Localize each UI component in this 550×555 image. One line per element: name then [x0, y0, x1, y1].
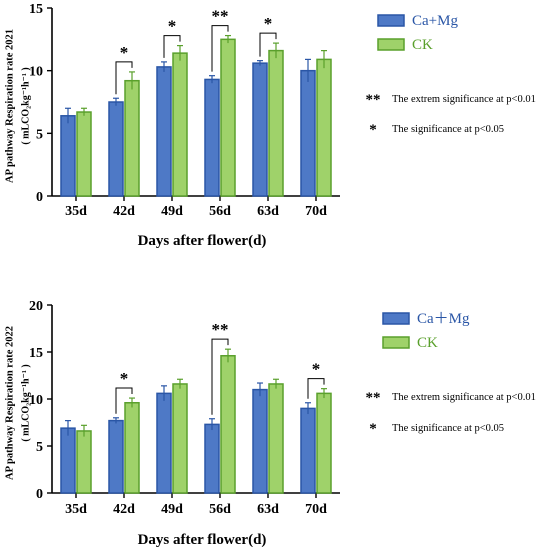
bar-ck-35d — [76, 111, 92, 197]
bar-ck-42d — [124, 402, 140, 494]
y-tick-label: 10 — [29, 65, 43, 80]
x-tick-label: 70d — [305, 502, 327, 517]
significance-notes: ** The extrem significance at p<0.01 * The … — [366, 390, 536, 437]
y-tick-label: 5 — [36, 127, 43, 142]
bar-ck-42d — [124, 79, 140, 197]
significance-mark: ** — [212, 320, 229, 339]
x-tick-label: 49d — [161, 204, 183, 219]
bar-ca-mg-49d — [156, 392, 172, 494]
significance-bracket — [115, 61, 133, 95]
bar-ck-63d — [268, 383, 284, 494]
significance-mark: * — [120, 43, 129, 62]
significance-mark: * — [168, 17, 177, 36]
note-text: The significance at p<0.05 — [392, 124, 504, 135]
significance-mark: * — [120, 369, 129, 388]
legend: Ca+Mg CK — [377, 13, 458, 53]
note-mark: * — [369, 421, 377, 437]
bar-ck-56d — [220, 355, 236, 494]
y-tick-label: 0 — [36, 487, 43, 502]
legend-swatch-ca-mg — [377, 14, 405, 27]
note-mark: ** — [366, 92, 381, 108]
chart-panel-2: 0 5 10 15 20 AP pathway Respiration rate 2022… — [4, 299, 535, 548]
bar-ck-63d — [268, 49, 284, 197]
bar-ck-56d — [220, 38, 236, 197]
x-tick-label: 49d — [161, 502, 183, 517]
bar-ca-mg-42d — [108, 419, 124, 494]
significance-bracket — [259, 32, 277, 57]
y-tick-label: 20 — [29, 299, 43, 314]
x-tick-label: 35d — [65, 204, 87, 219]
note-mark: * — [369, 122, 377, 138]
legend-label-ca-mg: Ca＋Mg — [417, 311, 470, 327]
legend-swatch-ck — [377, 38, 405, 51]
legend-label-ck: CK — [412, 37, 433, 53]
y-axis-label: AP pathway Respiration rate 2022 — [4, 326, 15, 480]
bar-ca-mg-70d — [300, 407, 316, 494]
y-axis-label: AP pathway Respiration rate 2021 — [4, 29, 15, 183]
x-axis-label: Days after flower(d) — [138, 532, 267, 548]
bar-ca-mg-35d — [60, 427, 76, 494]
x-tick-label: 42d — [113, 502, 135, 517]
bar-ca-mg-42d — [108, 101, 124, 197]
legend: Ca＋Mg CK — [382, 311, 470, 351]
note-text: The extrem significance at p<0.01 — [392, 392, 536, 403]
bar-ca-mg-63d — [252, 62, 268, 197]
chart-panel-1: 0 5 10 15 AP pathway Respiration rate 2021 ( … — [4, 2, 535, 249]
bar-ca-mg-70d — [300, 69, 316, 197]
legend-label-ca-mg: Ca+Mg — [412, 13, 458, 29]
legend-swatch-ca-mg — [382, 312, 410, 325]
significance-mark: ** — [212, 7, 229, 26]
significance-mark: * — [312, 360, 321, 379]
significance-bracket — [115, 387, 133, 414]
significance-bracket — [163, 35, 181, 58]
x-tick-label: 56d — [209, 204, 231, 219]
note-mark: ** — [366, 390, 381, 406]
x-axis-label: Days after flower(d) — [138, 233, 267, 249]
significance-bracket — [211, 338, 229, 415]
significance-mark: * — [264, 14, 273, 33]
legend-swatch-ck — [382, 336, 410, 349]
y-axis-unit: ( mLCO₂kg⁻¹h⁻¹ ) — [20, 67, 31, 144]
bar-ca-mg-63d — [252, 388, 268, 494]
y-tick-label: 0 — [36, 190, 43, 205]
x-tick-label: 63d — [257, 204, 279, 219]
significance-bracket — [211, 25, 229, 72]
note-text: The significance at p<0.05 — [392, 423, 504, 434]
y-tick-label: 5 — [36, 440, 43, 455]
bar-ck-49d — [172, 383, 188, 494]
y-tick-label: 15 — [29, 346, 43, 361]
bar-ck-49d — [172, 52, 188, 197]
bar-ck-35d — [76, 430, 92, 494]
bar-ca-mg-49d — [156, 66, 172, 197]
x-tick-label: 70d — [305, 204, 327, 219]
bar-ca-mg-56d — [204, 423, 220, 494]
legend-label-ck: CK — [417, 335, 438, 351]
significance-bracket — [307, 378, 325, 399]
x-tick-label: 35d — [65, 502, 87, 517]
bar-ck-70d — [316, 392, 332, 494]
y-tick-label: 15 — [29, 2, 43, 17]
x-tick-label: 56d — [209, 502, 231, 517]
x-tick-label: 63d — [257, 502, 279, 517]
significance-notes: ** The extrem significance at p<0.01 * The … — [366, 92, 536, 138]
bar-ck-70d — [316, 58, 332, 197]
y-tick-label: 10 — [29, 393, 43, 408]
bar-ca-mg-35d — [60, 115, 76, 197]
note-text: The extrem significance at p<0.01 — [392, 94, 536, 105]
y-axis-unit: ( mLCO₂kg⁻¹h⁻¹ ) — [20, 364, 31, 441]
bar-ca-mg-56d — [204, 78, 220, 197]
x-tick-label: 42d — [113, 204, 135, 219]
